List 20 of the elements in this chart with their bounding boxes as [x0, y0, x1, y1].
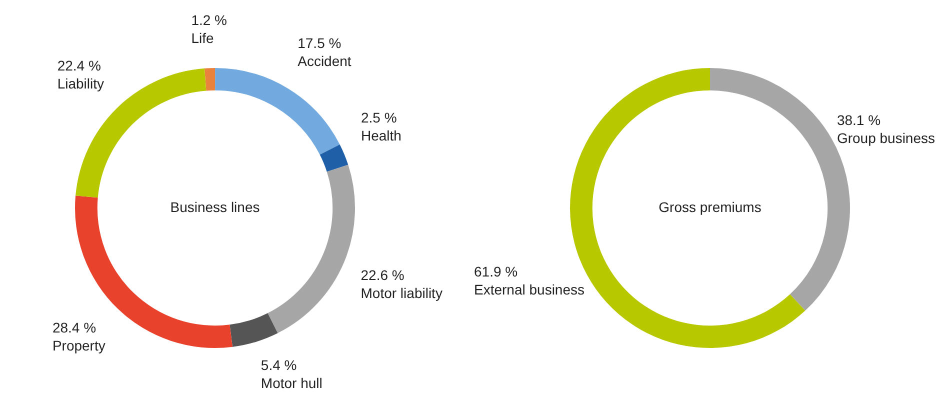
- slice-label: Motor liability: [360, 284, 442, 301]
- slice-label: Liability: [57, 75, 104, 92]
- data-label: 5.4 %: [260, 357, 297, 374]
- text: Gross premiums: [658, 198, 762, 215]
- data-label: 28.4 %: [52, 320, 96, 336]
- slice-label: Life: [191, 30, 214, 46]
- data-label: 1.2 %: [191, 12, 228, 28]
- slice-label: Accident: [298, 53, 352, 70]
- data-label: 38.1 %: [836, 112, 881, 128]
- slice-label: Motor hull: [260, 375, 322, 392]
- data-label: 22.6 %: [360, 266, 404, 283]
- text: Business lines: [170, 198, 260, 215]
- data-label: 22.4 %: [57, 57, 101, 74]
- slice-label: Property: [52, 338, 106, 354]
- slice-label: External business: [474, 282, 585, 298]
- data-label: 17.5 %: [298, 35, 342, 52]
- slice-label: Group business: [836, 130, 936, 146]
- data-label: 61.9 %: [474, 264, 518, 280]
- slice-label: Health: [360, 127, 402, 144]
- data-label: 2.5 %: [360, 109, 397, 126]
